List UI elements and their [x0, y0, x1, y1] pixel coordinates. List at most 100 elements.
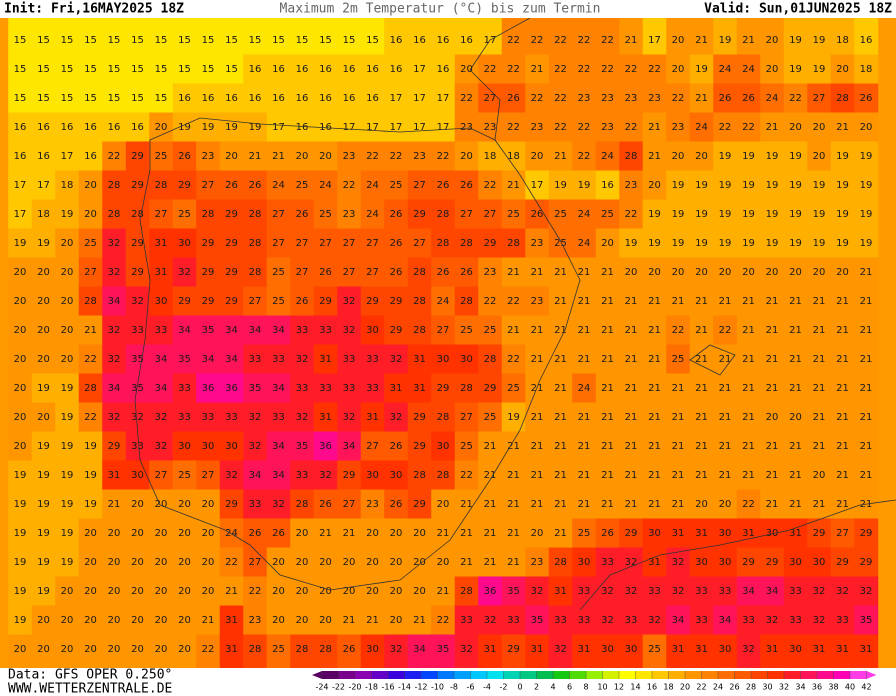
temp-value: 33: [272, 354, 285, 365]
temp-cell: [266, 141, 291, 171]
temp-value: 25: [648, 644, 661, 655]
temp-value: 27: [272, 238, 285, 249]
temp-value: 21: [601, 325, 614, 336]
temp-cell: [454, 518, 479, 548]
temp-value: 24: [695, 122, 708, 133]
temp-value: 15: [366, 35, 379, 46]
temp-cell: [501, 257, 526, 287]
temp-value: 22: [601, 35, 614, 46]
temp-cell: [78, 141, 103, 171]
temp-cell: [666, 286, 691, 316]
temp-cell: [431, 489, 456, 519]
temp-value: 20: [460, 151, 473, 162]
temp-value: 22: [437, 151, 450, 162]
temp-cell: [548, 518, 573, 548]
temp-value: 28: [413, 267, 426, 278]
temp-cell: [595, 199, 620, 229]
temp-value: 22: [484, 296, 497, 307]
temp-cell: [454, 315, 479, 345]
temp-value: 26: [390, 238, 403, 249]
temp-cell: [854, 373, 879, 403]
temp-value: 21: [836, 470, 849, 481]
temp-cell: [290, 257, 315, 287]
temp-cell: [854, 112, 879, 142]
temp-value: 20: [813, 470, 826, 481]
temp-value: 32: [601, 586, 614, 597]
temp-cell: [760, 141, 785, 171]
temp-cell: [243, 228, 268, 258]
temp-value: 32: [742, 644, 755, 655]
temp-cell: [854, 402, 879, 432]
temp-cell: [337, 315, 362, 345]
colorbar-bin: [619, 671, 636, 679]
temp-cell: [525, 199, 550, 229]
temp-value: 32: [836, 586, 849, 597]
temp-cell: [31, 315, 56, 345]
temp-cell: [642, 257, 667, 287]
temp-value: 20: [766, 35, 779, 46]
temp-value: 23: [531, 122, 544, 133]
temp-value: 19: [84, 499, 97, 510]
temp-cell: [454, 344, 479, 374]
temp-cell: [689, 112, 714, 142]
temp-cell: [501, 83, 526, 113]
temp-value: 20: [789, 122, 802, 133]
temp-value: 32: [108, 238, 121, 249]
colorbar-bin: [767, 671, 785, 679]
temp-value: 32: [319, 470, 332, 481]
temp-cell: [454, 634, 479, 670]
colorbar-label: 20: [680, 683, 690, 692]
temp-value: 28: [437, 238, 450, 249]
temp-value: 21: [766, 441, 779, 452]
temp-value: 21: [578, 470, 591, 481]
temp-value: 20: [108, 557, 121, 568]
temp-value: 20: [155, 644, 168, 655]
temp-cell: [360, 54, 385, 84]
temp-value: 19: [695, 64, 708, 75]
temp-value: 21: [531, 412, 544, 423]
temp-cell: [313, 547, 338, 577]
temp-value: 21: [836, 383, 849, 394]
temp-value: 26: [390, 209, 403, 220]
temp-cell: [102, 315, 127, 345]
temp-value: 32: [601, 615, 614, 626]
temp-value: 17: [61, 151, 74, 162]
temp-value: 23: [202, 151, 215, 162]
temp-value: 16: [437, 35, 450, 46]
temp-cell: [266, 344, 291, 374]
temp-value: 15: [61, 93, 74, 104]
colorbar-bin: [833, 671, 851, 679]
data-source: Data: GFS OPER 0.250°: [8, 668, 172, 683]
temp-value: 16: [14, 151, 27, 162]
temp-cell: [431, 402, 456, 432]
temp-cell: [337, 141, 362, 171]
temp-value: 25: [460, 325, 473, 336]
temp-cell: [219, 373, 244, 403]
temp-cell: [736, 431, 761, 461]
temp-value: 21: [813, 354, 826, 365]
temp-value: 16: [37, 122, 50, 133]
temp-cell: [384, 518, 409, 548]
temp-cell: [501, 286, 526, 316]
temp-cell: [713, 547, 738, 577]
temp-value: 31: [578, 644, 591, 655]
temp-cell: [384, 431, 409, 461]
temp-cell: [666, 634, 691, 670]
temp-value: 19: [813, 64, 826, 75]
temp-cell: [807, 605, 832, 635]
temp-value: 22: [742, 499, 755, 510]
temp-value: 20: [202, 499, 215, 510]
temp-value: 16: [390, 35, 403, 46]
temp-cell: [407, 228, 432, 258]
temp-cell: [172, 460, 197, 490]
temp-value: 19: [14, 238, 27, 249]
temp-value: 20: [296, 615, 309, 626]
temp-cell: [666, 431, 691, 461]
temp-value: 26: [178, 151, 191, 162]
temp-cell: [8, 547, 33, 577]
temp-value: 21: [695, 441, 708, 452]
temp-value: 16: [272, 64, 285, 75]
temp-value: 29: [366, 296, 379, 307]
temp-value: 21: [789, 383, 802, 394]
temp-cell: [478, 315, 503, 345]
